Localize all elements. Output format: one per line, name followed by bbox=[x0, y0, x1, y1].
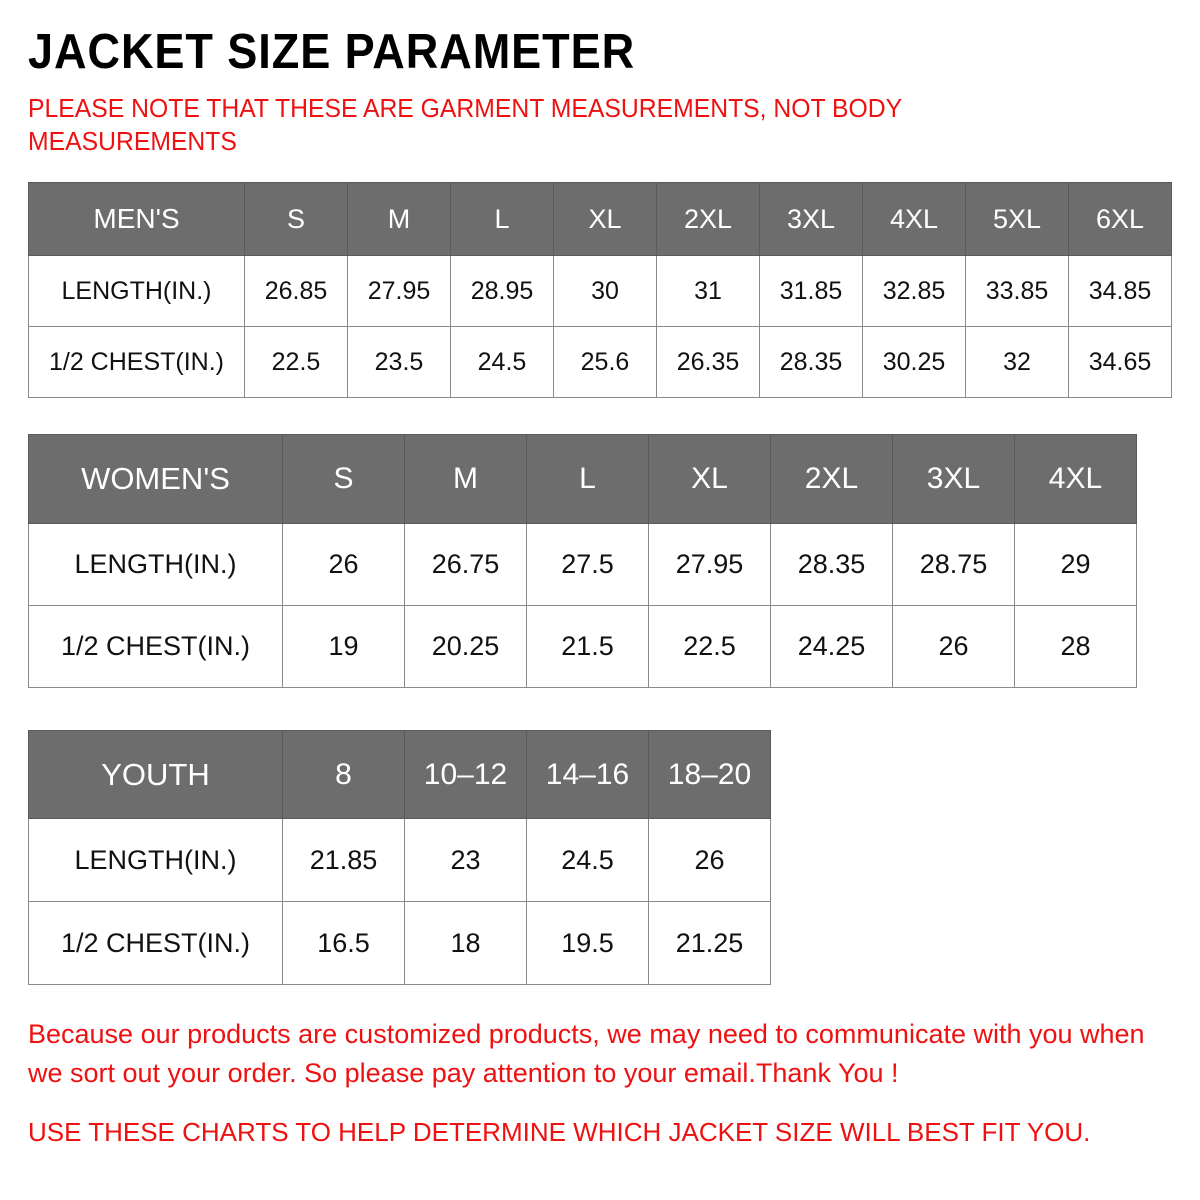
youth-measurement-cell: 24.5 bbox=[526, 818, 649, 903]
mens-measurement-cell: 27.95 bbox=[347, 255, 451, 328]
table-row: 1/2 CHEST(IN.) 22.5 23.5 24.5 25.6 26.35 28.35… bbox=[28, 326, 1172, 399]
womens-measurement-cell: 27.95 bbox=[648, 523, 771, 607]
garment-measurement-note: PLEASE NOTE THAT THESE ARE GARMENT MEASU… bbox=[28, 95, 902, 156]
womens-measurement-cell: 19 bbox=[282, 605, 405, 689]
mens-measurement-cell: 28.95 bbox=[450, 255, 554, 328]
mens-header-row: MEN'S S M L XL 2XL 3XL 4XL 5XL 6XL bbox=[28, 182, 1172, 257]
womens-measurement-cell: 27.5 bbox=[526, 523, 649, 607]
womens-size-header-2XL: 2XL bbox=[770, 434, 893, 525]
youth-measurement-cell: 21.25 bbox=[648, 901, 771, 986]
table-row: 1/2 CHEST(IN.) 16.5 18 19.5 21.25 bbox=[28, 901, 771, 986]
mens-table-body: LENGTH(IN.) 26.85 27.95 28.95 30 31 31.85 32.85… bbox=[28, 255, 1172, 399]
womens-size-header-4XL: 4XL bbox=[1014, 434, 1137, 525]
mens-size-header-3XL: 3XL bbox=[759, 182, 863, 257]
table-row: LENGTH(IN.) 26 26.75 27.5 27.95 28.35 28.75 29 bbox=[28, 523, 1137, 607]
womens-measurement-cell: 24.25 bbox=[770, 605, 893, 689]
youth-size-header-1416: 14–16 bbox=[526, 730, 649, 820]
mens-measurement-cell: 28.35 bbox=[759, 326, 863, 399]
mens-size-header-XL: XL bbox=[553, 182, 657, 257]
womens-measurement-cell: 28.75 bbox=[892, 523, 1015, 607]
mens-size-header-M: M bbox=[347, 182, 451, 257]
mens-measurement-cell: 31 bbox=[656, 255, 760, 328]
womens-measurement-cell: 29 bbox=[1014, 523, 1137, 607]
mens-measurement-cell: 23.5 bbox=[347, 326, 451, 399]
womens-measurement-cell: 26 bbox=[892, 605, 1015, 689]
womens-size-header-XL: XL bbox=[648, 434, 771, 525]
table-row: 1/2 CHEST(IN.) 19 20.25 21.5 22.5 24.25 26 28 bbox=[28, 605, 1137, 689]
womens-header-row: WOMEN'S S M L XL 2XL 3XL 4XL bbox=[28, 434, 1137, 525]
mens-measurement-cell: 34.65 bbox=[1068, 326, 1172, 399]
mens-row-label: 1/2 CHEST(IN.) bbox=[28, 326, 245, 399]
youth-header-row: YOUTH 8 10–12 14–16 18–20 bbox=[28, 730, 771, 820]
mens-row-label: LENGTH(IN.) bbox=[28, 255, 245, 328]
mens-measurement-cell: 26.85 bbox=[244, 255, 348, 328]
youth-table-head: YOUTH 8 10–12 14–16 18–20 bbox=[28, 730, 771, 820]
mens-measurement-cell: 26.35 bbox=[656, 326, 760, 399]
womens-measurement-cell: 20.25 bbox=[404, 605, 527, 689]
womens-measurement-cell: 28.35 bbox=[770, 523, 893, 607]
page-title: JACKET SIZE PARAMETER bbox=[28, 25, 636, 79]
mens-measurement-cell: 33.85 bbox=[965, 255, 1069, 328]
mens-size-header-4XL: 4XL bbox=[862, 182, 966, 257]
mens-size-header-L: L bbox=[450, 182, 554, 257]
mens-table-head: MEN'S S M L XL 2XL 3XL 4XL 5XL 6XL bbox=[28, 182, 1172, 257]
mens-measurement-cell: 31.85 bbox=[759, 255, 863, 328]
womens-measurement-cell: 26.75 bbox=[404, 523, 527, 607]
womens-measurement-cell: 28 bbox=[1014, 605, 1137, 689]
youth-row-label: LENGTH(IN.) bbox=[28, 818, 283, 903]
mens-measurement-cell: 32 bbox=[965, 326, 1069, 399]
womens-row-label: LENGTH(IN.) bbox=[28, 523, 283, 607]
youth-measurement-cell: 23 bbox=[404, 818, 527, 903]
customization-note: Because our products are customized prod… bbox=[28, 1019, 1145, 1088]
youth-size-table: YOUTH 8 10–12 14–16 18–20 LENGTH(IN.) 21.85 2… bbox=[28, 730, 771, 986]
mens-size-table: MEN'S S M L XL 2XL 3XL 4XL 5XL 6XL LENGTH(IN.) 26… bbox=[28, 182, 1172, 399]
womens-table-head: WOMEN'S S M L XL 2XL 3XL 4XL bbox=[28, 434, 1137, 525]
table-row: LENGTH(IN.) 21.85 23 24.5 26 bbox=[28, 818, 771, 903]
youth-table-body: LENGTH(IN.) 21.85 23 24.5 26 1/2 CHEST(IN.) 16… bbox=[28, 818, 771, 986]
youth-measurement-cell: 26 bbox=[648, 818, 771, 903]
youth-size-header-1820: 18–20 bbox=[648, 730, 771, 820]
mens-measurement-cell: 30 bbox=[553, 255, 657, 328]
womens-measurement-cell: 21.5 bbox=[526, 605, 649, 689]
mens-size-header-5XL: 5XL bbox=[965, 182, 1069, 257]
womens-size-header-M: M bbox=[404, 434, 527, 525]
youth-measurement-cell: 21.85 bbox=[282, 818, 405, 903]
mens-size-header-6XL: 6XL bbox=[1068, 182, 1172, 257]
mens-measurement-cell: 30.25 bbox=[862, 326, 966, 399]
chart-usage-note: USE THESE CHARTS TO HELP DETERMINE WHICH… bbox=[28, 1116, 1091, 1147]
table-row: LENGTH(IN.) 26.85 27.95 28.95 30 31 31.85 32.85… bbox=[28, 255, 1172, 328]
mens-measurement-cell: 34.85 bbox=[1068, 255, 1172, 328]
youth-size-header-1012: 10–12 bbox=[404, 730, 527, 820]
womens-measurement-cell: 22.5 bbox=[648, 605, 771, 689]
mens-measurement-cell: 24.5 bbox=[450, 326, 554, 399]
womens-size-table: WOMEN'S S M L XL 2XL 3XL 4XL LENGTH(IN.) 26 26.7… bbox=[28, 434, 1137, 689]
youth-size-header-8: 8 bbox=[282, 730, 405, 820]
mens-size-header-2XL: 2XL bbox=[656, 182, 760, 257]
youth-measurement-cell: 16.5 bbox=[282, 901, 405, 986]
womens-size-header-L: L bbox=[526, 434, 649, 525]
youth-measurement-cell: 18 bbox=[404, 901, 527, 986]
mens-size-header-S: S bbox=[244, 182, 348, 257]
mens-measurement-cell: 25.6 bbox=[553, 326, 657, 399]
mens-measurement-cell: 32.85 bbox=[862, 255, 966, 328]
womens-size-header-3XL: 3XL bbox=[892, 434, 1015, 525]
womens-table-body: LENGTH(IN.) 26 26.75 27.5 27.95 28.35 28.75 29 1… bbox=[28, 523, 1137, 689]
womens-table-label: WOMEN'S bbox=[28, 434, 283, 525]
mens-table-label: MEN'S bbox=[28, 182, 245, 257]
youth-table-label: YOUTH bbox=[28, 730, 283, 820]
womens-measurement-cell: 26 bbox=[282, 523, 405, 607]
mens-measurement-cell: 22.5 bbox=[244, 326, 348, 399]
womens-row-label: 1/2 CHEST(IN.) bbox=[28, 605, 283, 689]
youth-row-label: 1/2 CHEST(IN.) bbox=[28, 901, 283, 986]
womens-size-header-S: S bbox=[282, 434, 405, 525]
youth-measurement-cell: 19.5 bbox=[526, 901, 649, 986]
